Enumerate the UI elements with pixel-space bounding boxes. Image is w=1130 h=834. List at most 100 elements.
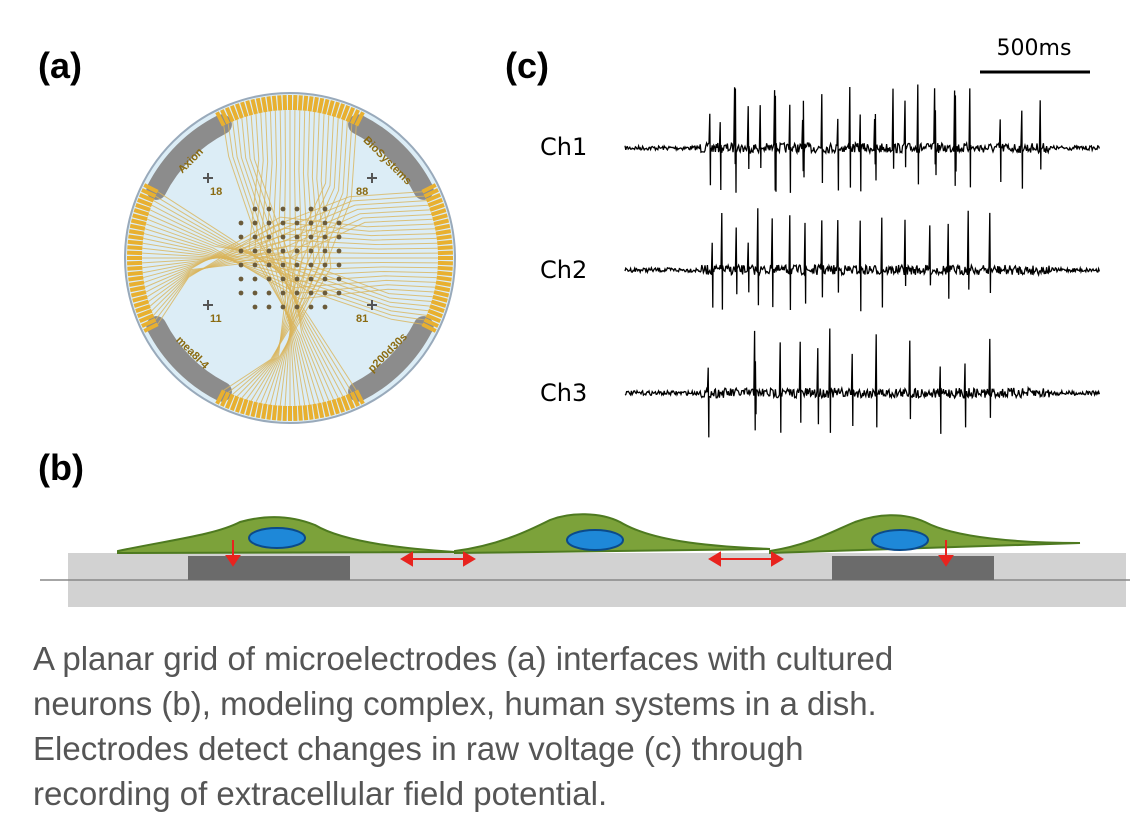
electrode-dot (295, 221, 300, 226)
electrode-dot (267, 305, 272, 310)
electrode-dot (323, 207, 328, 212)
electrode-dot (281, 263, 286, 268)
electrode-dot (253, 291, 258, 296)
contact-pad (305, 96, 306, 111)
voltage-trace (625, 208, 1099, 311)
electrode-dot (295, 291, 300, 296)
voltage-traces (625, 85, 1099, 438)
contact-pad (300, 95, 301, 110)
electrode-dot (295, 277, 300, 282)
electrode (832, 556, 994, 580)
electrode-dot (239, 277, 244, 282)
electrode-dot (281, 249, 286, 254)
electrode-dot (309, 249, 314, 254)
electrode-dot (337, 221, 342, 226)
contact-pad (127, 247, 142, 248)
contact-pad (263, 97, 265, 112)
contact-pad (268, 96, 270, 111)
electrode-dot (323, 263, 328, 268)
nucleus (872, 530, 928, 550)
contact-pad (305, 405, 306, 420)
electrode-dot (295, 235, 300, 240)
electrode-dot (281, 221, 286, 226)
panel-label: (a) (38, 45, 82, 86)
contact-pad (127, 268, 142, 269)
electrode-dot (295, 249, 300, 254)
panel-label: (b) (38, 447, 84, 488)
electrode-dot (323, 305, 328, 310)
nucleus (567, 530, 623, 550)
contact-pad (437, 242, 452, 243)
electrode-dot (309, 305, 314, 310)
electrode-dot (253, 249, 258, 254)
electrode-dot (239, 249, 244, 254)
contact-pad (279, 406, 280, 421)
contact-pad (310, 405, 312, 420)
contact-pad (129, 231, 144, 233)
electrode-number: 11 (210, 313, 222, 325)
nucleus (249, 528, 305, 548)
electrode-dot (309, 291, 314, 296)
electrode-dot (337, 235, 342, 240)
electrode-dot (267, 235, 272, 240)
contact-pad (274, 405, 275, 420)
electrode-dot (295, 263, 300, 268)
caption-line: neurons (b), modeling complex, human sys… (33, 681, 877, 726)
electrode-dot (239, 263, 244, 268)
electrode-dot (281, 277, 286, 282)
electrode-dot (337, 249, 342, 254)
electrode-dot (295, 207, 300, 212)
channel-label: Ch1 (540, 133, 587, 161)
contact-pad (128, 273, 143, 274)
contact-pad (437, 278, 452, 280)
electrode-dot (253, 235, 258, 240)
electrode-dot (323, 249, 328, 254)
contact-pad (263, 404, 265, 419)
mea-chip: Axion BioSystems mea8l-4 p200d30s 18 88 … (125, 93, 455, 423)
electrode-dot (309, 235, 314, 240)
channel-label: Ch2 (540, 256, 587, 284)
caption-line: Electrodes detect changes in raw voltage… (33, 726, 803, 771)
figure: (a) (c) (b) 500ms Ch1 Ch2 Ch3 Axion BioS… (0, 0, 1130, 640)
electrode-dot (323, 291, 328, 296)
contact-pad (310, 96, 312, 111)
contact-pad (436, 282, 451, 284)
electrode-dot (267, 291, 272, 296)
cell-diagram (40, 514, 1130, 607)
electrode-dot (239, 221, 244, 226)
electrode-dot (267, 249, 272, 254)
electrode-dot (281, 305, 286, 310)
voltage-trace (625, 328, 1099, 437)
scale-bar-label: 500ms (997, 36, 1072, 61)
electrode-dot (323, 221, 328, 226)
neuron (770, 515, 1080, 553)
electrode-dot (323, 277, 328, 282)
contact-pad (314, 97, 316, 112)
electrode-dot (295, 305, 300, 310)
contact-pad (128, 236, 143, 238)
contact-pad (279, 95, 280, 110)
electrode-dot (323, 235, 328, 240)
panel-label: (c) (505, 45, 549, 86)
contact-pad (268, 405, 270, 420)
electrode-dot (239, 235, 244, 240)
contact-pad (128, 278, 143, 280)
electrode-dot (239, 291, 244, 296)
electrode-dot (267, 221, 272, 226)
electrode-dot (281, 291, 286, 296)
electrode-number: 81 (356, 313, 368, 325)
electrode-dot (267, 277, 272, 282)
electrode-dot (337, 263, 342, 268)
contact-pad (437, 273, 452, 274)
contact-pad (274, 96, 275, 111)
contact-pad (436, 231, 451, 233)
electrode-dot (281, 207, 286, 212)
electrode-number: 18 (210, 186, 222, 198)
electrode-dot (253, 221, 258, 226)
contact-pad (437, 236, 452, 238)
electrode-dot (253, 207, 258, 212)
caption-line: A planar grid of microelectrodes (a) int… (33, 636, 893, 681)
electrode-dot (309, 263, 314, 268)
electrode-dot (337, 291, 342, 296)
electrode-dot (281, 235, 286, 240)
